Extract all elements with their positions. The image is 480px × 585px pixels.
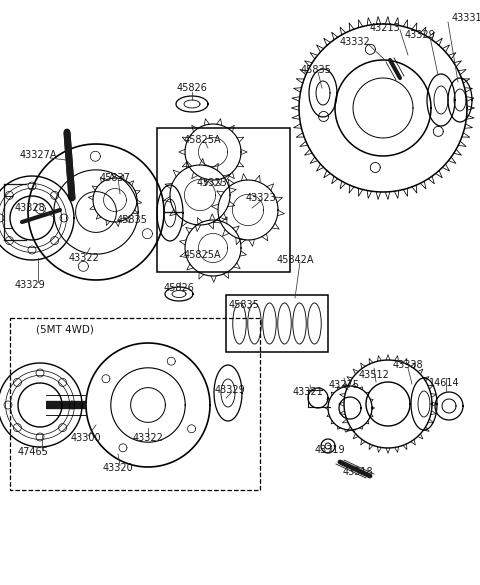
Bar: [226, 295, 328, 352]
Text: 45835: 45835: [117, 215, 147, 225]
Text: 43321: 43321: [293, 387, 324, 397]
Text: 43323: 43323: [246, 193, 276, 203]
Text: 45842A: 45842A: [276, 255, 314, 265]
Text: 45826: 45826: [177, 83, 207, 93]
Text: 45825A: 45825A: [183, 250, 221, 260]
Text: 45835: 45835: [228, 300, 259, 310]
Text: 43332: 43332: [340, 37, 371, 47]
Text: 43300: 43300: [71, 433, 101, 443]
Text: 43327A: 43327A: [19, 150, 57, 160]
Text: 43319: 43319: [315, 445, 345, 455]
Text: 43328: 43328: [14, 203, 46, 213]
Text: 14614: 14614: [429, 378, 459, 388]
Text: 45826: 45826: [164, 283, 194, 293]
Bar: [157, 128, 290, 272]
Text: 43318: 43318: [343, 467, 373, 477]
Text: 43329: 43329: [215, 385, 245, 395]
Text: 43512: 43512: [359, 370, 389, 380]
Text: 45837: 45837: [99, 173, 131, 183]
Text: 43323: 43323: [197, 178, 228, 188]
Text: 43331T: 43331T: [452, 13, 480, 23]
Text: 43320: 43320: [103, 463, 133, 473]
Text: 43275: 43275: [328, 380, 360, 390]
Text: 43213: 43213: [370, 23, 400, 33]
Text: 45835: 45835: [300, 65, 331, 75]
Text: 45825A: 45825A: [183, 135, 221, 145]
Text: (5MT 4WD): (5MT 4WD): [36, 325, 94, 335]
Text: 43338: 43338: [393, 360, 423, 370]
Text: 47465: 47465: [18, 447, 48, 457]
Text: 43322: 43322: [69, 253, 99, 263]
Bar: [10, 318, 260, 490]
Text: 43329: 43329: [405, 30, 435, 40]
Text: 43322: 43322: [132, 433, 163, 443]
Text: 43329: 43329: [14, 280, 46, 290]
